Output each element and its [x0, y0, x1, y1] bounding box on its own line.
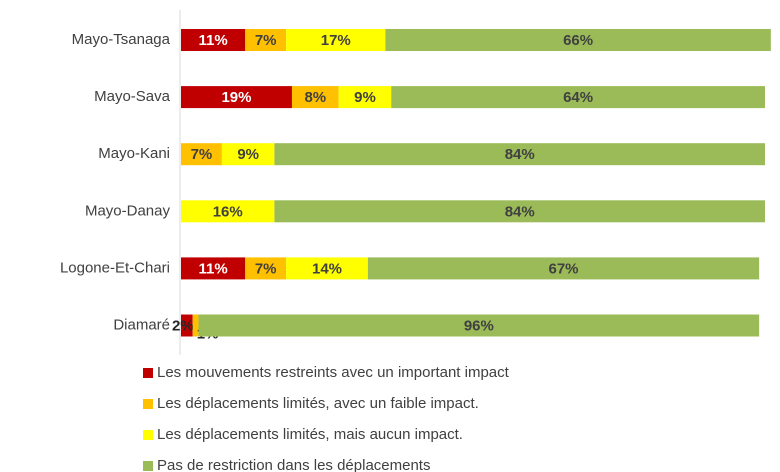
data-label: 7%: [191, 146, 213, 163]
bar-segment: [181, 257, 246, 280]
data-label: 66%: [563, 32, 593, 49]
bar-segment: [385, 29, 771, 51]
legend-label: Les mouvements restreints avec un import…: [157, 364, 510, 381]
legend-swatch: [143, 399, 153, 409]
data-label: 64%: [563, 89, 593, 106]
legend-label: Pas de restriction dans les déplacements: [157, 457, 430, 472]
legend-label: Les déplacements limités, avec un faible…: [157, 395, 479, 412]
data-label: 84%: [505, 146, 535, 163]
legend-swatch: [143, 430, 153, 440]
bar-segment: [367, 257, 760, 280]
bar-segment: [274, 200, 765, 223]
bar-segment: [181, 200, 275, 223]
bar-segment: [245, 29, 287, 51]
bar-segment: [181, 29, 246, 51]
bar-segment: [338, 86, 392, 109]
legend-swatch: [143, 461, 153, 471]
category-label: Diamaré: [113, 316, 170, 333]
legend-label: Les déplacements limités, mais aucun imp…: [157, 426, 463, 443]
data-label: 9%: [237, 146, 259, 163]
bar-segment: [286, 29, 386, 51]
bar-segment: [391, 86, 765, 109]
data-label: 9%: [354, 89, 376, 106]
bar-segment: [221, 143, 275, 166]
category-label: Mayo-Kani: [98, 145, 170, 162]
data-label: 16%: [213, 203, 243, 220]
data-label: 8%: [304, 89, 326, 106]
category-label: Mayo-Tsanaga: [72, 31, 171, 48]
data-label: 2%: [172, 317, 194, 334]
bar-segment: [181, 143, 222, 166]
bar-segment: [286, 257, 368, 280]
bar-segment: [192, 314, 199, 337]
data-label: 11%: [199, 260, 228, 277]
category-label: Mayo-Sava: [94, 88, 171, 105]
category-label: Logone-Et-Chari: [60, 259, 170, 276]
data-label: 7%: [255, 260, 277, 277]
legend-swatch: [143, 368, 153, 378]
data-label: 7%: [255, 32, 277, 49]
bar-segment: [274, 143, 765, 166]
data-label: 11%: [199, 32, 228, 49]
data-label: 19%: [221, 89, 251, 106]
bar-segment: [291, 86, 339, 109]
data-label: 17%: [321, 32, 351, 49]
bar-segment: [198, 314, 760, 337]
data-label: 96%: [464, 317, 494, 334]
data-label: 14%: [312, 260, 342, 277]
bar-segment: [181, 314, 193, 337]
bar-segment: [181, 86, 292, 109]
data-label: 67%: [549, 260, 579, 277]
bar-segment: [245, 257, 287, 280]
category-label: Mayo-Danay: [85, 202, 171, 219]
data-label: 84%: [505, 203, 535, 220]
